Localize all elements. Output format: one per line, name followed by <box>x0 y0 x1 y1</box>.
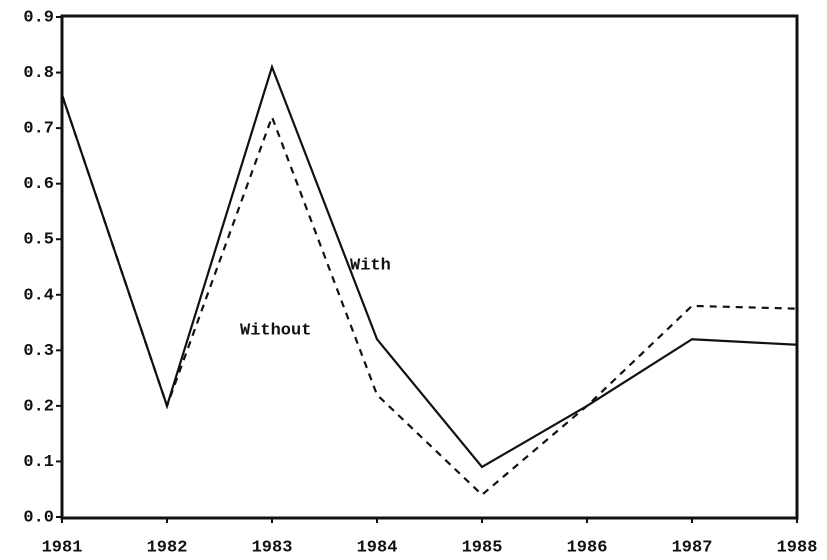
y-tick-label: 0.1 <box>23 453 54 472</box>
y-tick-label: 0.7 <box>23 120 54 139</box>
series-label: Without <box>240 321 311 340</box>
series-label: With <box>350 256 391 275</box>
y-tick-label: 0.9 <box>23 8 54 27</box>
x-tick-label: 1984 <box>357 538 398 557</box>
x-tick-label: 1983 <box>252 538 293 557</box>
x-tick-label: 1987 <box>672 538 713 557</box>
x-tick-label: 1988 <box>777 538 818 557</box>
y-tick-label: 0.2 <box>23 397 54 416</box>
series-line <box>60 63 798 469</box>
y-tick-label: 0.8 <box>23 64 54 83</box>
x-tick-label: 1982 <box>147 538 188 557</box>
y-tick-label: 0.5 <box>23 231 54 250</box>
y-tick-label: 0.6 <box>23 175 54 194</box>
y-tick-label: 0.3 <box>23 342 54 361</box>
x-tick-label: 1986 <box>567 538 608 557</box>
y-tick-label: 0.0 <box>23 508 54 527</box>
series-line <box>60 94 798 497</box>
x-tick-label: 1981 <box>42 538 83 557</box>
x-tick-label: 1985 <box>462 538 503 557</box>
y-tick-label: 0.4 <box>23 286 54 305</box>
plot-frame <box>60 14 799 520</box>
